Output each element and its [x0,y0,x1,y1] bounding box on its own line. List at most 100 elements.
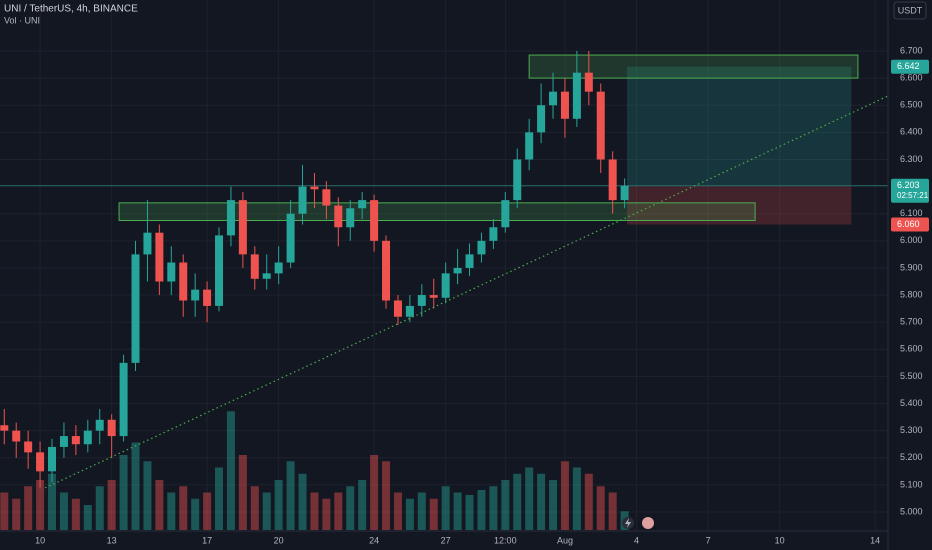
candle-body [48,446,57,472]
volume-bar [286,461,295,530]
volume-bar [465,495,474,530]
x-tick-label: 20 [274,535,284,545]
candle-body [501,200,510,228]
candle-body [83,430,92,445]
trendline [44,95,889,489]
candle-body [525,132,534,160]
volume-bar [393,492,402,530]
volume-bar [59,492,68,530]
volume-bar [250,486,259,530]
position-target [626,66,852,186]
volume-bar [12,498,21,530]
chart-title: UNI / TetherUS, 4h, BINANCE [4,4,138,15]
candle-body [596,91,605,160]
volume-bar [215,467,224,530]
price-tag [891,217,929,232]
volume-bar [95,486,104,530]
volume-bar [537,473,546,530]
y-tick-label: 5.800 [900,289,923,299]
candle-body [393,300,402,317]
candle-body [179,262,188,301]
plot [0,50,889,530]
volume-bar [322,498,331,530]
volume-bar [441,486,450,530]
candle-body [346,208,355,228]
volume-bar [167,492,176,530]
candle-body [620,185,629,201]
volume-bar [477,490,486,530]
volume-bar [453,492,462,530]
candle-body [12,430,21,442]
volume-bar [596,486,605,530]
volume-bar [501,480,510,530]
volume-bar [191,498,200,530]
candle-body [215,235,224,306]
candle-body [441,273,450,298]
candle-body [405,305,414,317]
candle-body [608,159,617,201]
volume-bar [489,486,498,530]
x-tick-label: 13 [107,535,117,545]
candle-body [560,91,569,119]
y-tick-label: 5.100 [900,479,923,489]
x-tick-label: 4 [634,535,639,545]
candle-body [537,105,546,133]
grid [0,0,888,531]
candle-body [310,186,319,190]
y-tick-label: 6.700 [900,45,923,55]
volume-bar [179,486,188,530]
zone [118,202,756,221]
volume-bar [405,498,414,530]
volume-bar [608,492,617,530]
candle-body [274,262,283,274]
candle-body [95,419,104,431]
volume-bar [131,442,140,530]
currency-label[interactable]: USDT [898,5,923,15]
volume-bar [238,455,247,530]
volume-bar [262,492,271,530]
volume-bar [513,473,522,530]
price-tag [891,59,929,74]
volume-bar [572,467,581,530]
candle-body [226,200,235,236]
volume-bar [71,498,80,530]
volume-bar [83,505,92,530]
candle-body [203,289,212,306]
avatar-icon[interactable] [642,517,654,529]
axes: 6.700 6.600 6.500 6.400 6.300 6.100 6.000 5.900… [35,45,929,545]
y-tick-label: 6.000 [900,235,923,245]
y-tick-label: 6.500 [900,100,923,110]
candle-body [358,200,367,209]
candle-body [298,186,307,214]
candle-body [584,72,593,92]
volume-bar [0,492,9,530]
currency-button[interactable] [893,1,927,20]
candle-body [370,200,379,241]
volume-bar [560,461,569,530]
candle-body [143,232,152,255]
candle-body [572,72,581,119]
volume-bar [334,492,343,530]
volume-bar [549,480,558,530]
x-tick-label: 12:00 [494,535,517,545]
countdown-label: 02:57:21 [897,191,929,200]
candle-body [131,254,140,363]
y-tick-label: 6.600 [900,72,923,82]
candle-body [71,436,80,445]
x-tick-label: 27 [441,535,451,545]
position-stop [626,185,852,225]
volume-bar [48,473,57,530]
volume-bar [358,480,367,530]
x-tick-label: 24 [369,535,379,545]
price-tag-label: 6.642 [897,61,920,71]
volume-bar [370,455,379,530]
candle-body [334,205,343,228]
candle-body [465,254,474,268]
volume-bar [346,486,355,530]
volume-bar [298,473,307,530]
volume-bar [36,480,45,530]
volume-bar [417,492,426,530]
candle-body [489,227,498,241]
candle-body [549,91,558,106]
